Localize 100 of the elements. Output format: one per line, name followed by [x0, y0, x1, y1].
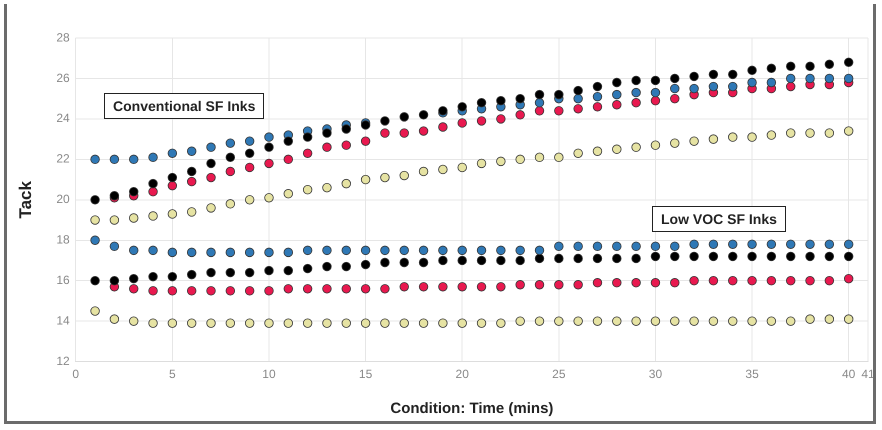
- point: [554, 90, 564, 100]
- point: [650, 316, 660, 326]
- point: [476, 256, 486, 266]
- point: [148, 286, 158, 296]
- point: [515, 154, 525, 164]
- point: [458, 256, 467, 266]
- point: [476, 318, 486, 328]
- point: [226, 248, 236, 258]
- point: [206, 203, 216, 213]
- point: [805, 276, 815, 286]
- x-tick-label: 20: [456, 367, 470, 382]
- y-tick-label: 28: [56, 30, 70, 44]
- annotation: Conventional SF Inks: [104, 93, 264, 119]
- point: [168, 318, 178, 328]
- point: [554, 106, 564, 116]
- point: [844, 314, 854, 324]
- point: [747, 240, 757, 249]
- point: [515, 94, 525, 104]
- point: [380, 318, 390, 328]
- point: [206, 158, 216, 168]
- point: [650, 242, 660, 252]
- point: [534, 152, 544, 162]
- point: [168, 180, 178, 190]
- point: [496, 114, 506, 124]
- point: [747, 78, 757, 88]
- point: [186, 318, 196, 328]
- y-tick-label: 22: [56, 152, 70, 166]
- point: [418, 166, 428, 176]
- point: [650, 88, 660, 98]
- point: [592, 278, 602, 288]
- point: [148, 211, 158, 221]
- x-tick-label: 30: [648, 367, 662, 382]
- point: [554, 254, 564, 264]
- point: [458, 318, 467, 328]
- point: [592, 146, 602, 156]
- point: [244, 248, 254, 258]
- point: [226, 152, 236, 162]
- y-axis-title: Tack: [16, 180, 35, 219]
- point: [168, 172, 178, 182]
- point: [786, 252, 796, 262]
- point: [206, 248, 216, 258]
- point: [573, 242, 583, 252]
- point: [400, 318, 409, 328]
- point: [728, 240, 738, 249]
- point: [284, 154, 294, 164]
- point: [129, 246, 138, 256]
- point: [766, 276, 776, 286]
- point: [458, 118, 467, 128]
- point: [805, 252, 815, 262]
- point: [438, 318, 448, 328]
- point: [458, 162, 467, 172]
- point: [766, 240, 776, 249]
- point: [90, 276, 100, 286]
- point: [322, 284, 332, 294]
- point: [496, 246, 506, 256]
- point: [592, 92, 602, 102]
- point: [631, 242, 641, 252]
- point: [476, 116, 486, 126]
- point: [186, 176, 196, 186]
- point: [476, 282, 486, 292]
- point: [650, 140, 660, 150]
- point: [689, 72, 699, 82]
- point: [573, 280, 583, 290]
- point: [515, 246, 525, 256]
- point: [496, 256, 506, 266]
- point: [129, 187, 138, 196]
- point: [380, 128, 390, 138]
- point: [747, 276, 757, 286]
- point: [206, 318, 216, 328]
- point: [650, 76, 660, 86]
- point: [805, 62, 815, 72]
- point: [670, 242, 680, 252]
- point: [458, 282, 467, 292]
- point: [631, 98, 641, 108]
- point: [168, 209, 178, 219]
- point: [186, 286, 196, 296]
- point: [284, 189, 294, 198]
- point: [110, 215, 120, 225]
- point: [824, 314, 834, 324]
- point: [284, 318, 294, 328]
- point: [148, 272, 158, 282]
- point: [302, 148, 312, 158]
- point: [400, 258, 409, 268]
- point: [186, 146, 196, 156]
- point: [805, 314, 815, 324]
- point: [168, 248, 178, 258]
- point: [612, 316, 622, 326]
- point: [148, 152, 158, 162]
- point: [728, 276, 738, 286]
- point: [380, 116, 390, 126]
- point: [458, 246, 467, 256]
- point: [129, 316, 138, 326]
- point: [728, 316, 738, 326]
- x-tick-label: 35: [745, 367, 760, 382]
- point: [226, 318, 236, 328]
- point: [844, 252, 854, 262]
- point: [284, 266, 294, 276]
- point: [515, 316, 525, 326]
- point: [284, 136, 294, 146]
- point: [476, 246, 486, 256]
